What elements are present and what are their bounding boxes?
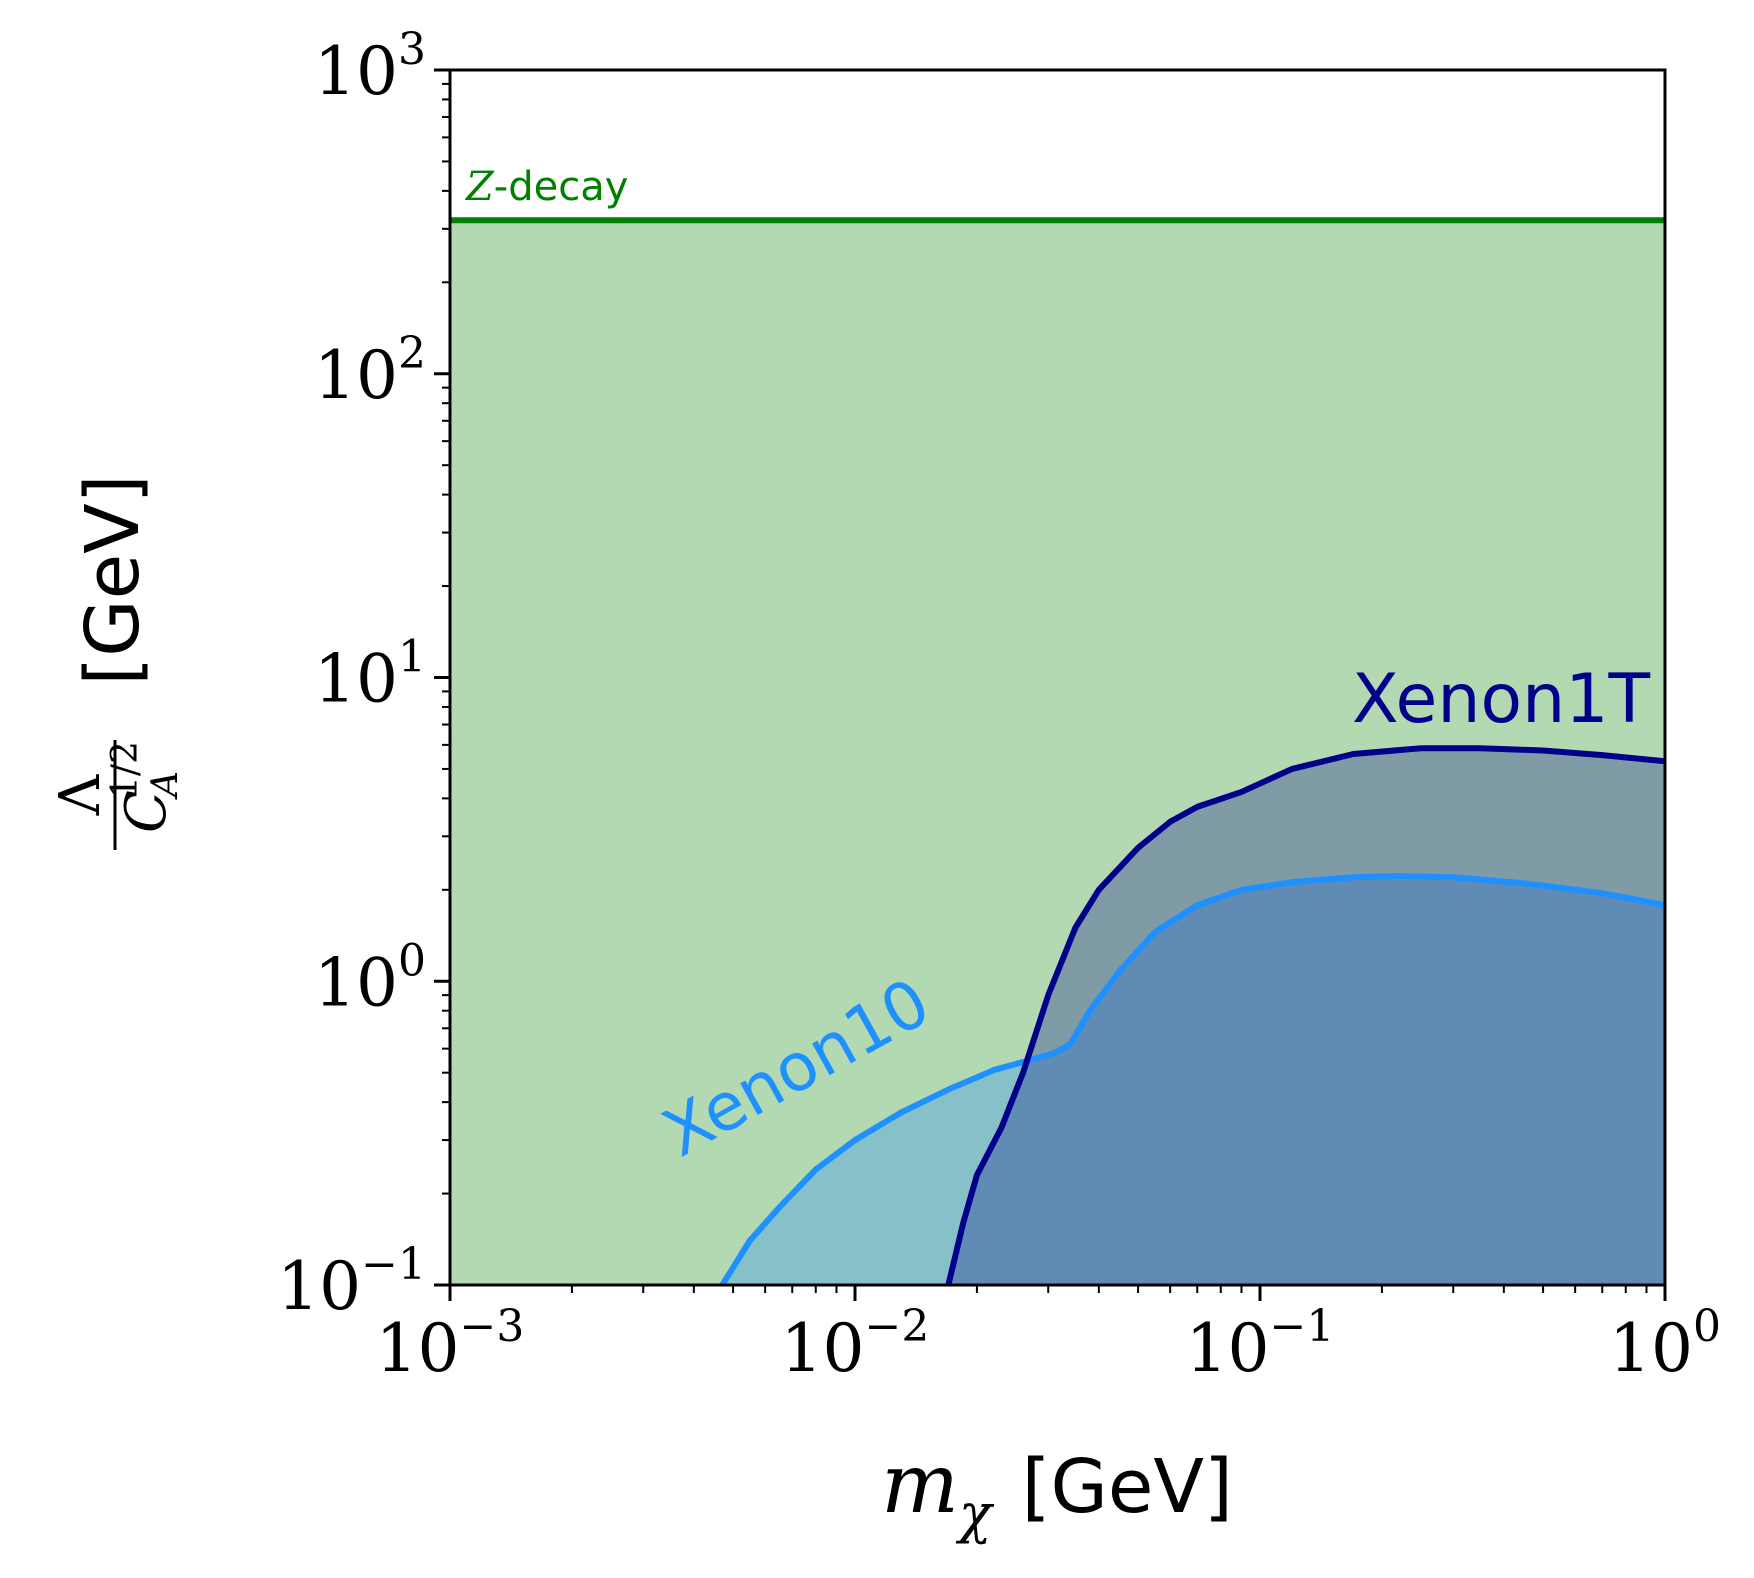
y-label-denominator: C <box>114 790 179 833</box>
xenon1t-label: Xenon1T <box>1352 660 1650 739</box>
y-label-numerator: Λ <box>48 774 113 816</box>
axis-tick-labels: 10−3 10−2 10−1 100 10−1 100 101 102 103 <box>277 24 1721 1387</box>
x-tick-label: 10−1 <box>1186 1301 1335 1387</box>
y-tick-label: 100 <box>314 935 426 1021</box>
y-tick-label: 10−1 <box>277 1239 426 1325</box>
y-axis-unit: [GeV] <box>70 474 156 685</box>
x-tick-label: 10−3 <box>376 1301 525 1387</box>
x-tick-label: 100 <box>1609 1301 1721 1387</box>
y-tick-label: 101 <box>314 632 426 718</box>
y-tick-label: 102 <box>314 328 426 414</box>
y-label-den-sup: 1/2 <box>105 741 146 799</box>
xenon1t-line <box>945 745 1665 1285</box>
region-boundaries <box>450 217 1665 1285</box>
z-decay-label: Z-decay <box>464 164 628 210</box>
y-axis-label: [GeV] Λ C 1/2 A <box>48 474 186 850</box>
y-label-den-sub: A <box>145 771 186 800</box>
x-tick-label: 10−2 <box>781 1301 930 1387</box>
region-fills <box>450 220 1665 1285</box>
axis-ticks <box>434 68 1667 1301</box>
y-tick-label: 103 <box>314 24 426 110</box>
xenon10-line <box>719 873 1665 1285</box>
x-axis-label: mχ [GeV] <box>881 1437 1233 1545</box>
